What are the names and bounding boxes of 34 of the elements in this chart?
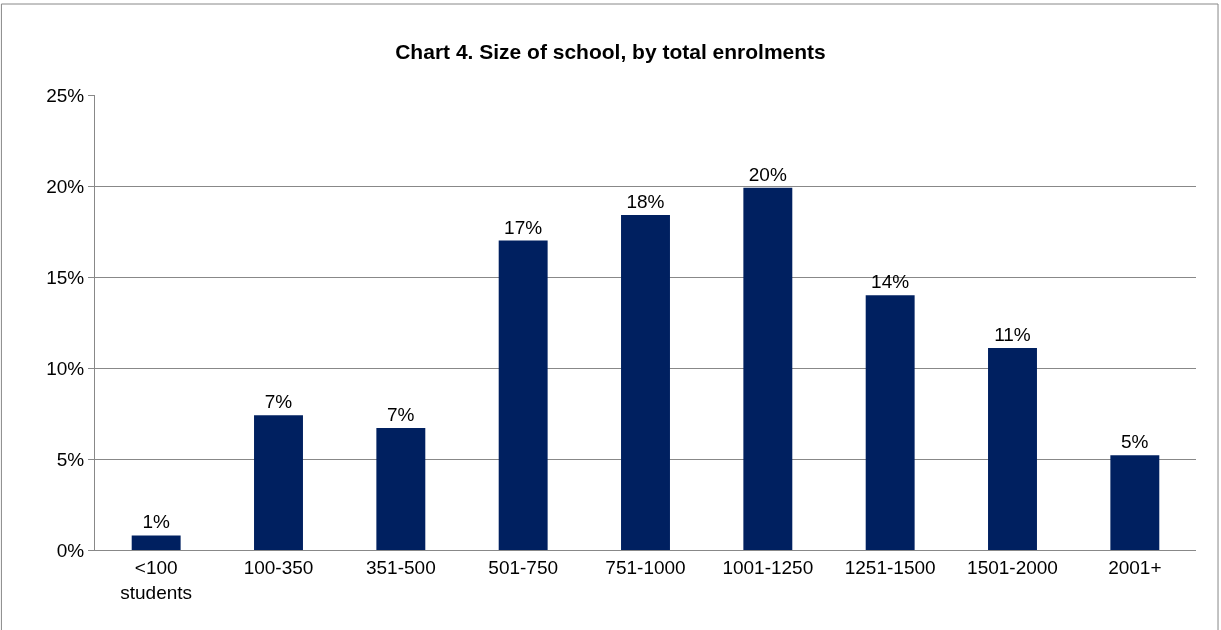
y-tick-label: 15%	[46, 266, 85, 288]
y-tick-label: 10%	[46, 357, 85, 379]
x-tick-label: 501-750	[488, 556, 559, 578]
x-tick-label: 2001+	[1108, 556, 1162, 578]
x-tick-label: 1251-1500	[844, 556, 936, 578]
bar	[131, 535, 181, 550]
y-tick-label: 25%	[46, 84, 85, 106]
x-tick-label: <100 students	[120, 556, 193, 603]
bar	[865, 295, 915, 550]
bar	[376, 428, 426, 550]
bar	[621, 215, 670, 550]
bar	[498, 240, 548, 550]
x-tick-label: 1001-1250	[722, 556, 814, 578]
x-tick-label: 100-350	[243, 556, 314, 578]
x-tick-label: 351-500	[365, 556, 436, 578]
data-label: 11%	[994, 323, 1031, 345]
data-label: 17%	[504, 216, 543, 238]
data-label: 1%	[142, 511, 170, 533]
data-label: 18%	[626, 191, 665, 213]
bar	[1110, 455, 1160, 550]
x-tick-label: 1501-2000	[967, 556, 1058, 578]
y-tick-label: 5%	[56, 448, 85, 470]
data-label: 5%	[1121, 431, 1149, 453]
y-tick-label: 20%	[46, 175, 85, 197]
y-tick-label: 0%	[56, 539, 85, 561]
data-label: 7%	[264, 391, 293, 413]
bar	[254, 415, 303, 550]
bar	[743, 187, 793, 550]
data-label: 20%	[748, 163, 787, 185]
x-tick-label: 751-1000	[605, 556, 686, 578]
chart-title: Chart 4. Size of school, by total enrolments	[395, 39, 826, 63]
bar	[988, 347, 1037, 550]
data-label: 7%	[387, 404, 415, 426]
data-label: 14%	[871, 271, 910, 293]
